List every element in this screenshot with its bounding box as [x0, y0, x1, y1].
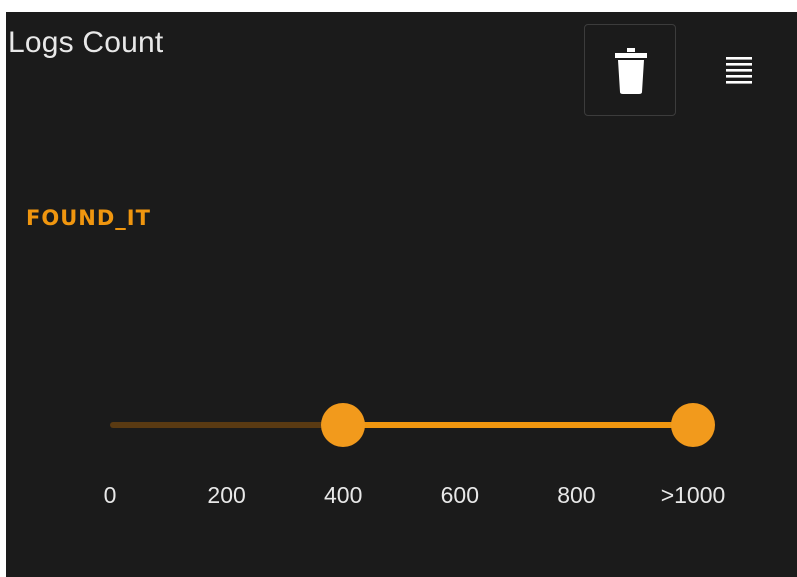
delete-button[interactable] [584, 24, 676, 116]
tick-label: >1000 [660, 482, 726, 508]
menu-button[interactable] [718, 52, 762, 88]
tick-label: 800 [557, 482, 596, 508]
slider-thumb-max[interactable] [671, 403, 715, 447]
tick-label: 600 [440, 482, 479, 508]
filter-type-label: FOUND_IT [26, 206, 151, 230]
trash-icon [615, 48, 647, 94]
slider-tick-labels: 0 200 400 600 800 >1000 [0, 482, 797, 512]
logs-count-range-slider[interactable] [100, 398, 730, 454]
page-title: Logs Count [8, 26, 164, 59]
tick-label: 400 [324, 482, 363, 508]
slider-thumb-min[interactable] [321, 403, 366, 447]
menu-lines-icon [726, 57, 752, 84]
logs-count-panel [6, 12, 797, 577]
tick-label: 0 [103, 482, 117, 508]
slider-active-track [343, 422, 693, 428]
tick-label: 200 [207, 482, 246, 508]
